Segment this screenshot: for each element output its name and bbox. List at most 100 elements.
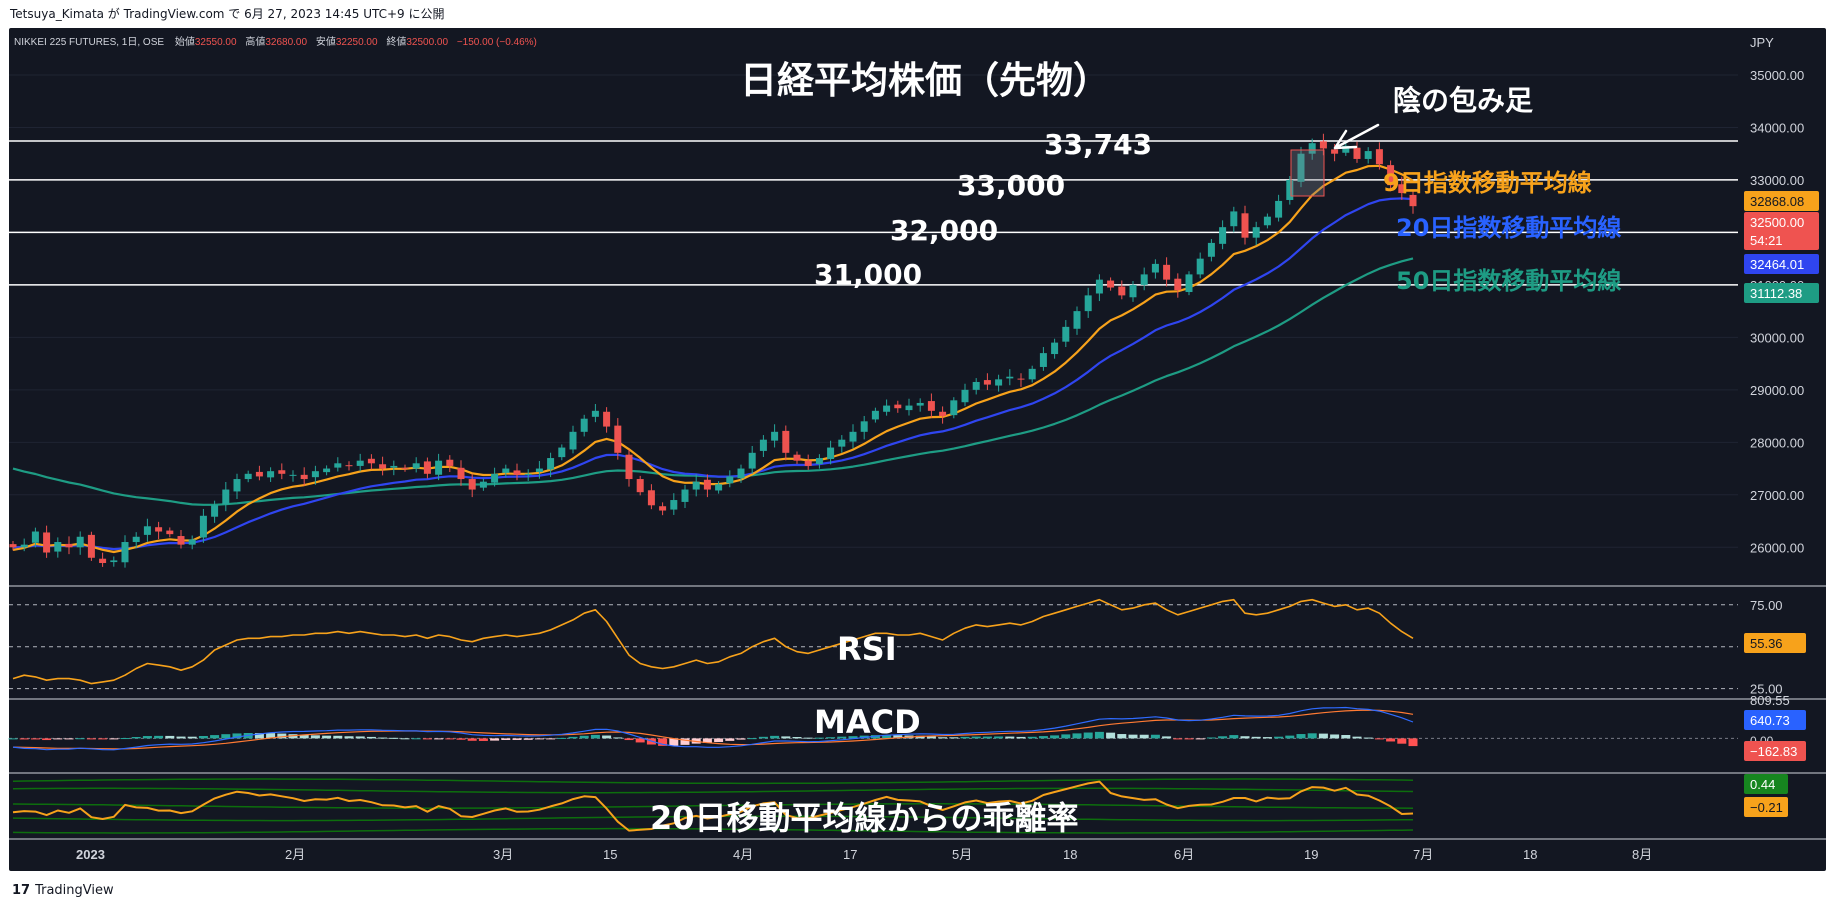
macd-histogram-bar[interactable] [142, 736, 152, 739]
candle-body[interactable] [1387, 165, 1395, 186]
candle-body[interactable] [995, 379, 1003, 386]
candle-body[interactable] [793, 454, 801, 461]
macd-histogram-bar[interactable] [579, 735, 589, 739]
candle-body[interactable] [479, 481, 487, 488]
macd-histogram-bar[interactable] [758, 736, 768, 739]
deviation-band-line[interactable] [12, 787, 1414, 794]
macd-histogram-bar[interactable] [64, 738, 74, 740]
deviation-band-line[interactable] [12, 815, 1414, 822]
candle-body[interactable] [177, 536, 185, 545]
candle-body[interactable] [502, 468, 510, 473]
candle-body[interactable] [199, 515, 207, 538]
candle-body[interactable] [726, 476, 734, 484]
candle-body[interactable] [1353, 147, 1361, 159]
candle-body[interactable] [558, 447, 566, 458]
macd-histogram-bar[interactable] [1016, 736, 1026, 739]
candle-body[interactable] [1241, 213, 1249, 238]
candle-body[interactable] [211, 505, 219, 517]
candle-body[interactable] [1174, 278, 1182, 291]
candle-body[interactable] [659, 506, 667, 511]
candle-body[interactable] [939, 411, 947, 417]
rsi-title[interactable]: RSI [837, 630, 897, 668]
candle-body[interactable] [345, 465, 353, 467]
candle-body[interactable] [1286, 179, 1294, 200]
candle-body[interactable] [860, 421, 868, 432]
candle-body[interactable] [983, 380, 991, 385]
macd-histogram-bar[interactable] [557, 737, 567, 739]
candle-body[interactable] [222, 489, 230, 505]
candle-body[interactable] [132, 536, 140, 543]
ema9-label[interactable]: 9日指数移動平均線 [1383, 169, 1592, 197]
macd-histogram-bar[interactable] [523, 738, 533, 740]
candle-body[interactable] [1129, 284, 1137, 298]
macd-histogram-bar[interactable] [344, 736, 354, 739]
macd-histogram-bar[interactable] [411, 738, 421, 740]
macd-histogram-bar[interactable] [1307, 733, 1317, 739]
candle-body[interactable] [625, 454, 633, 480]
macd-histogram-bar[interactable] [658, 738, 668, 746]
candle-body[interactable] [435, 460, 443, 475]
macd-histogram-bar[interactable] [635, 738, 645, 743]
candle-body[interactable] [1107, 280, 1115, 288]
candle-body[interactable] [334, 463, 342, 468]
candle-body[interactable] [1017, 378, 1025, 380]
macd-histogram-bar[interactable] [982, 736, 992, 739]
candle-body[interactable] [961, 389, 969, 403]
candle-body[interactable] [804, 460, 812, 466]
macd-histogram-bar[interactable] [176, 736, 186, 739]
macd-histogram-bar[interactable] [1363, 737, 1373, 739]
macd-histogram-bar[interactable] [232, 733, 242, 739]
candle-body[interactable] [1163, 264, 1171, 280]
macd-histogram-bar[interactable] [915, 735, 925, 739]
macd-histogram-bar[interactable] [1206, 737, 1216, 739]
macd-histogram-bar[interactable] [534, 738, 544, 740]
macd-histogram-bar[interactable] [1027, 736, 1037, 739]
macd-histogram-bar[interactable] [1117, 734, 1127, 739]
macd-histogram-bar[interactable] [1296, 734, 1306, 739]
candle-body[interactable] [423, 461, 431, 474]
macd-histogram-bar[interactable] [1173, 738, 1183, 740]
macd-histogram-bar[interactable] [1195, 738, 1205, 740]
candle-body[interactable] [311, 471, 319, 478]
candle-body[interactable] [524, 473, 532, 475]
candle-body[interactable] [300, 474, 308, 480]
candle-body[interactable] [569, 431, 577, 450]
macd-histogram-bar[interactable] [366, 736, 376, 739]
macd-histogram-bar[interactable] [299, 734, 309, 739]
macd-histogram-bar[interactable] [221, 734, 231, 739]
level-label-31000[interactable]: 31,000 [814, 258, 922, 291]
candle-body[interactable] [1308, 143, 1316, 154]
macd-histogram-bar[interactable] [1330, 734, 1340, 739]
candle-body[interactable] [1140, 274, 1148, 285]
macd-histogram-bar[interactable] [310, 735, 320, 739]
candle-body[interactable] [491, 473, 499, 483]
candle-body[interactable] [782, 430, 790, 453]
macd-histogram-bar[interactable] [1374, 738, 1384, 740]
macd-histogram-bar[interactable] [848, 736, 858, 739]
candle-body[interactable] [916, 402, 924, 406]
deviation-title[interactable]: 20日移動平均線からの乖離率 [650, 799, 1079, 837]
engulfing-arrow[interactable] [1333, 123, 1380, 150]
candle-body[interactable] [121, 542, 129, 563]
macd-histogram-bar[interactable] [714, 738, 724, 743]
candle-body[interactable] [927, 401, 935, 411]
macd-histogram-bar[interactable] [30, 738, 40, 740]
macd-histogram-bar[interactable] [131, 737, 141, 739]
macd-histogram-bar[interactable] [1139, 734, 1149, 739]
candle-body[interactable] [1051, 342, 1059, 355]
macd-histogram-bar[interactable] [165, 735, 175, 739]
macd-histogram-bar[interactable] [355, 736, 365, 739]
candle-body[interactable] [1275, 200, 1283, 218]
macd-histogram-bar[interactable] [546, 738, 556, 740]
macd-histogram-bar[interactable] [568, 736, 578, 739]
macd-histogram-bar[interactable] [1352, 736, 1362, 739]
candle-body[interactable] [278, 470, 286, 474]
macd-histogram-bar[interactable] [333, 735, 343, 739]
level-label-33743[interactable]: 33,743 [1044, 128, 1152, 161]
macd-histogram-bar[interactable] [826, 737, 836, 739]
engulfing-label[interactable]: 陰の包み足 [1393, 84, 1533, 117]
macd-histogram-bar[interactable] [1184, 738, 1194, 740]
candle-body[interactable] [1062, 326, 1070, 342]
candle-body[interactable] [65, 543, 73, 548]
macd-histogram-bar[interactable] [747, 738, 757, 740]
